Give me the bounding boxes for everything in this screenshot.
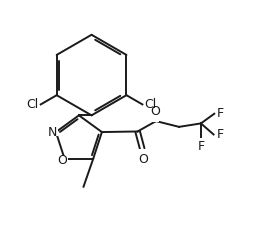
Bar [57,156,68,164]
Text: F: F [197,140,205,153]
Bar [151,115,159,122]
Text: F: F [217,107,224,120]
Text: O: O [150,105,160,118]
Text: Cl: Cl [26,98,38,111]
Text: F: F [216,128,223,141]
Text: O: O [57,154,67,167]
Bar [47,128,58,136]
Text: N: N [48,126,57,139]
Bar [139,148,148,156]
Text: Cl: Cl [145,98,157,111]
Text: O: O [138,153,148,166]
